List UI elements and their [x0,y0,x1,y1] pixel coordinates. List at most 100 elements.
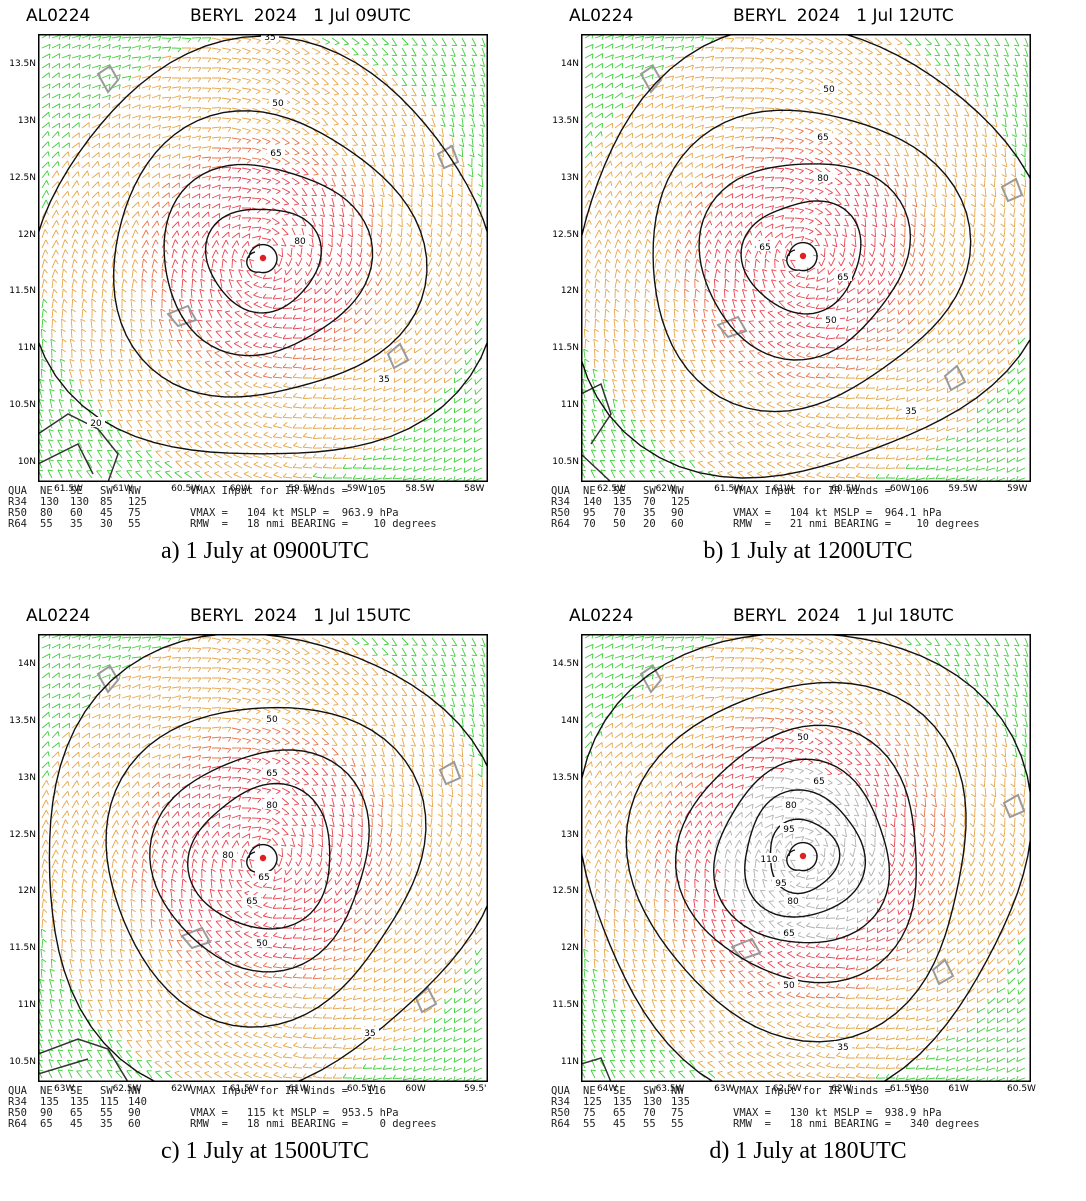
map-panel-a: AL0224 BERYL 2024 1 Jul 09UTC 35 50 65 80 35 20… [0,0,543,600]
lon-label: 61.5W [229,1084,259,1094]
vmax-mslp-line: VMAX = 104 kt MSLP = 963.9 hPa [190,507,399,519]
radii-row-name: R64 [8,1118,27,1130]
radii-row-name: R34 [551,496,570,508]
vmax-mslp-line: VMAX = 130 kt MSLP = 938.9 hPa [733,1107,942,1119]
lat-label: 13N [560,172,579,183]
radii-value: 125 [671,496,690,508]
panel-title: AL0224 BERYL 2024 1 Jul 15UTC [0,600,543,628]
radii-value: 55 [671,1118,684,1130]
radii-header: NE [583,485,596,497]
lat-label: 14N [17,659,36,669]
lat-label: 10N [17,457,36,467]
radii-value: 135 [70,1096,89,1108]
contour-label: 35 [837,1043,848,1053]
storm-title: BERYL 2024 1 Jul 18UTC [733,606,954,626]
lat-label: 12.5N [9,829,36,840]
radii-row-name: R34 [8,496,27,508]
radii-value: 70 [583,518,596,530]
contour-label: 65 [813,777,824,787]
rmw-bearing-line: RMW = 18 nmi BEARING = 0 degrees [190,1118,437,1130]
radii-value: 45 [70,1118,83,1130]
radii-row-name: R50 [8,507,27,519]
radii-value: 45 [100,507,113,519]
radii-value: 130 [40,496,59,508]
radii-value: 55 [100,1107,113,1119]
lat-label: 13.5N [552,115,579,126]
lat-label: 11.5N [9,286,36,297]
lon-label: 62W [655,484,676,494]
radii-header: SE [70,485,83,497]
lon-label: 61W [112,484,133,494]
lat-label: 11.5N [9,943,36,954]
lat-label: 14N [560,715,579,726]
contour-label: 35 [378,375,389,385]
radii-header: NW [128,1085,141,1097]
radii-value: 125 [583,1096,602,1108]
radii-row-name: R64 [551,518,570,530]
radii-header: SE [613,1085,626,1097]
lat-label: 11N [560,1057,579,1067]
radii-value: 130 [70,496,89,508]
contour-labels: 50 65 80 80 65 65 50 35 [219,713,379,1039]
lon-label: 64W [597,1084,618,1094]
storm-id: AL0224 [569,606,634,626]
contour-labels: 35 50 65 80 35 20 [87,34,393,429]
panel-caption: c) 1 July at 1500UTC [161,1138,369,1164]
panel-title: AL0224 BERYL 2024 1 Jul 12UTC [543,0,1086,28]
isotach-contours [38,35,488,455]
radii-header: NW [671,1085,684,1097]
lon-label: 62W [831,1084,852,1094]
lat-label: 12.5N [9,172,36,183]
radii-value: 30 [100,518,113,530]
isotach-contours [581,34,1031,479]
contour-label: 50 [825,316,837,326]
lat-label: 13N [17,772,36,783]
lat-label: 14N [560,59,579,69]
radii-header: SE [613,485,626,497]
contour-label: 80 [787,897,799,907]
contour-label: 80 [785,801,797,811]
storm-center-marker [259,254,267,262]
radii-row-name: R50 [551,1107,570,1119]
radii-value: 135 [40,1096,59,1108]
lon-label: 63W [54,1084,75,1094]
lon-label: 60W [229,484,251,494]
contour-label: 35 [264,34,275,43]
panel-title: AL0224 BERYL 2024 1 Jul 09UTC [0,0,543,28]
contour-label: 65 [783,929,794,939]
radii-value: 60 [128,1118,141,1130]
lon-label: 61W [288,1084,309,1094]
land-outline [38,64,460,482]
radii-value: 55 [40,518,53,530]
radii-value: 65 [40,1118,53,1130]
radii-header: QUA [8,1085,27,1097]
radii-value: 70 [613,507,626,519]
lon-label: 60.5W [171,484,201,494]
radii-value: 115 [100,1096,119,1108]
lon-label: 63.5W [655,1084,685,1094]
contour-label: 50 [783,981,795,991]
radii-row-name: R50 [8,1107,27,1119]
storm-title: BERYL 2024 1 Jul 15UTC [190,606,411,626]
radii-row-name: R34 [551,1096,570,1108]
storm-title: BERYL 2024 1 Jul 09UTC [190,6,411,26]
contour-label: 35 [905,407,916,417]
lat-label: 10.5N [9,1057,36,1067]
radii-header: QUA [551,485,570,497]
radii-row-name: R34 [8,1096,27,1108]
radii-value: 75 [583,1107,596,1119]
radii-value: 90 [671,507,684,519]
lat-label: 13.5N [9,59,36,69]
lon-label: 60W [405,1084,426,1094]
lat-label: 11.5N [552,1000,579,1011]
lat-label: 13N [560,829,579,840]
radii-value: 70 [643,1107,656,1119]
lat-label: 10.5N [9,400,36,411]
storm-title: BERYL 2024 1 Jul 12UTC [733,6,954,26]
contour-label: 80 [817,174,829,184]
radii-value: 55 [583,1118,596,1130]
radii-value: 140 [128,1096,147,1108]
lon-label: 60.5W [346,1084,376,1094]
radii-value: 90 [128,1107,141,1119]
storm-id: AL0224 [569,6,634,26]
